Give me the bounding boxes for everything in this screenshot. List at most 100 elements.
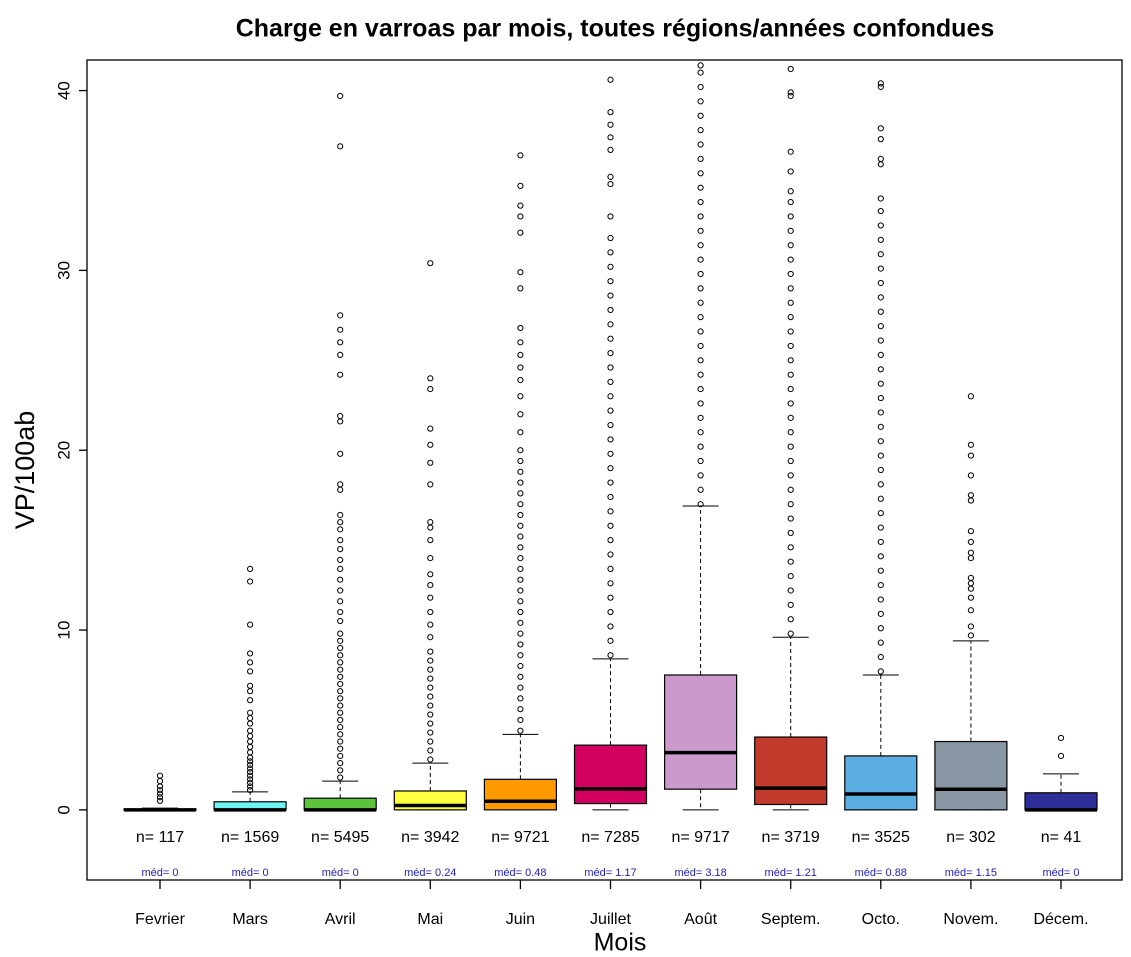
x-tick-label: Octo. bbox=[862, 911, 900, 928]
outlier bbox=[877, 438, 884, 445]
box bbox=[934, 740, 1008, 811]
outlier bbox=[877, 294, 884, 301]
outlier bbox=[517, 511, 524, 519]
outlier bbox=[697, 198, 704, 206]
outlier bbox=[787, 414, 794, 421]
outlier bbox=[607, 146, 614, 154]
outlier bbox=[607, 407, 614, 414]
outlier bbox=[517, 673, 524, 680]
outlier bbox=[877, 510, 884, 517]
outlier bbox=[967, 472, 975, 479]
outlier bbox=[517, 533, 524, 540]
outlier bbox=[247, 754, 254, 761]
outlier bbox=[787, 486, 794, 493]
outlier bbox=[967, 528, 975, 535]
outlier bbox=[517, 555, 524, 562]
outlier bbox=[517, 490, 524, 497]
outlier bbox=[517, 576, 524, 583]
outlier bbox=[517, 695, 524, 702]
outlier bbox=[337, 695, 344, 702]
outlier bbox=[607, 278, 614, 285]
outlier bbox=[427, 747, 434, 754]
outlier bbox=[517, 393, 524, 400]
outlier bbox=[517, 429, 524, 436]
outlier bbox=[787, 558, 794, 565]
outlier bbox=[427, 666, 434, 673]
outlier bbox=[247, 565, 254, 573]
outlier bbox=[517, 364, 524, 371]
outlier bbox=[607, 637, 614, 644]
outlier bbox=[787, 242, 794, 249]
outlier bbox=[427, 571, 434, 578]
outlier bbox=[247, 715, 254, 722]
outlier bbox=[337, 709, 344, 716]
y-axis-label: VP/100ab bbox=[10, 411, 40, 530]
outlier bbox=[607, 594, 614, 601]
outlier bbox=[607, 652, 614, 659]
outlier bbox=[967, 497, 975, 504]
outlier bbox=[337, 716, 344, 724]
outlier bbox=[337, 608, 344, 616]
outlier bbox=[337, 450, 344, 457]
n-label: n= 5495 bbox=[311, 829, 369, 846]
outlier bbox=[607, 364, 614, 371]
outlier bbox=[697, 299, 704, 306]
y-tick-label: 30 bbox=[54, 261, 73, 280]
outlier bbox=[607, 436, 614, 443]
outlier bbox=[607, 350, 614, 357]
n-label: n= 3942 bbox=[401, 829, 459, 846]
outlier bbox=[697, 242, 704, 249]
x-tick-label: Novem. bbox=[943, 911, 998, 928]
outlier bbox=[607, 321, 614, 328]
outlier bbox=[967, 607, 975, 614]
outlier bbox=[787, 616, 794, 623]
x-tick-label: Fevrier bbox=[135, 911, 185, 928]
outlier bbox=[787, 472, 794, 479]
outlier bbox=[787, 501, 794, 508]
outlier bbox=[877, 524, 884, 531]
outlier bbox=[787, 342, 794, 350]
outlier bbox=[607, 393, 614, 400]
outlier bbox=[337, 526, 344, 533]
outlier bbox=[877, 409, 884, 416]
outlier bbox=[877, 279, 884, 287]
outlier bbox=[877, 495, 884, 502]
outlier bbox=[427, 385, 434, 393]
outlier bbox=[697, 457, 704, 465]
outlier bbox=[337, 486, 344, 493]
outlier bbox=[697, 314, 704, 321]
outlier bbox=[607, 109, 614, 116]
outlier bbox=[427, 425, 434, 432]
outlier bbox=[607, 465, 614, 472]
outlier bbox=[427, 738, 434, 745]
outlier bbox=[337, 565, 344, 573]
outlier bbox=[517, 202, 524, 209]
outlier bbox=[697, 486, 704, 493]
outlier bbox=[967, 393, 975, 400]
outlier bbox=[156, 797, 164, 804]
outlier bbox=[517, 662, 524, 670]
y-tick-label: 20 bbox=[54, 441, 73, 460]
outlier bbox=[877, 155, 884, 163]
outlier bbox=[877, 625, 884, 632]
outlier bbox=[877, 466, 884, 474]
outlier bbox=[697, 127, 704, 134]
outlier bbox=[337, 143, 344, 150]
outlier bbox=[337, 673, 344, 680]
outlier bbox=[607, 121, 614, 128]
outlier bbox=[967, 441, 975, 448]
outlier bbox=[337, 666, 344, 673]
outlier bbox=[697, 141, 704, 148]
outlier bbox=[787, 357, 794, 364]
outlier bbox=[607, 234, 614, 242]
outlier bbox=[337, 752, 344, 760]
outlier bbox=[967, 538, 975, 546]
outlier bbox=[697, 184, 704, 191]
outlier bbox=[607, 335, 614, 342]
outlier bbox=[337, 659, 344, 666]
outlier bbox=[517, 182, 524, 189]
outlier bbox=[607, 537, 614, 544]
outlier bbox=[607, 551, 614, 558]
outlier bbox=[247, 749, 254, 756]
outlier bbox=[697, 213, 704, 220]
